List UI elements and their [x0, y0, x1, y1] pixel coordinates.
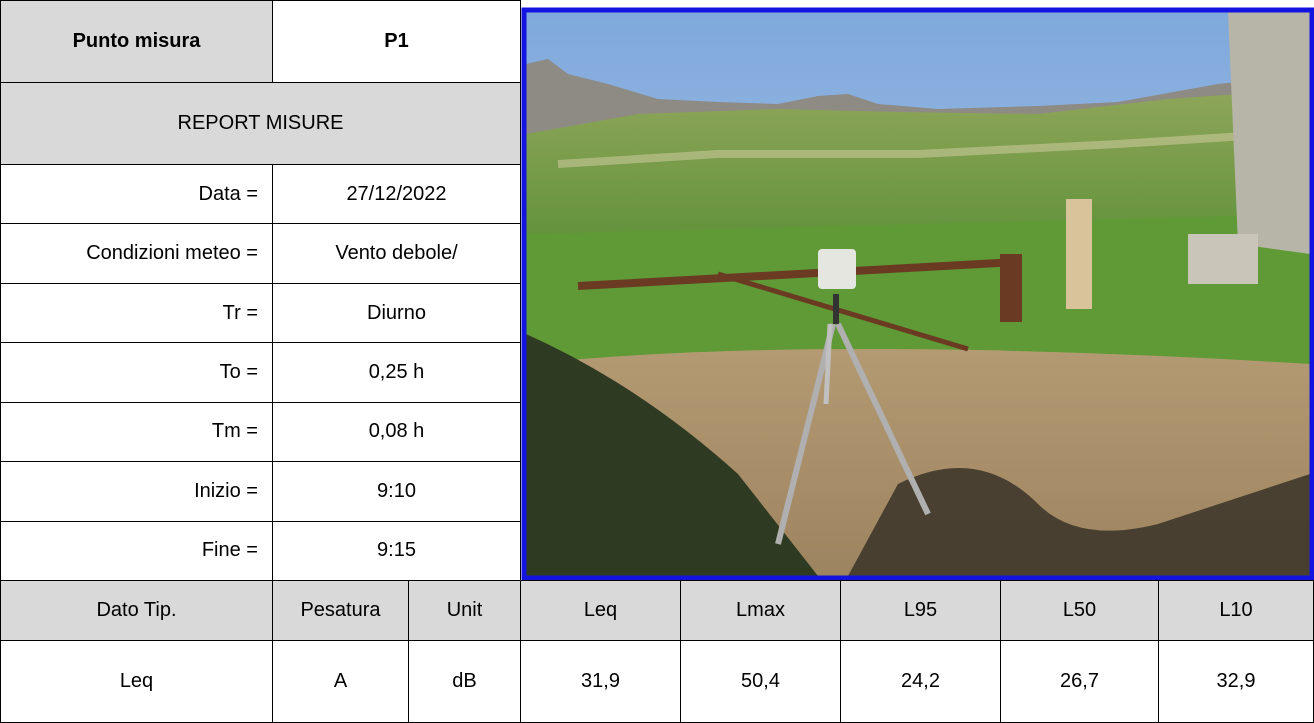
field-value: 0,25 h: [272, 342, 521, 403]
field-label: Tm =: [0, 401, 273, 463]
table-cell: Leq: [0, 640, 273, 723]
field-label: To =: [0, 342, 273, 403]
table-cell: dB: [408, 640, 521, 723]
field-label: Fine =: [0, 520, 273, 581]
report-title: REPORT MISURE: [0, 82, 521, 165]
table-header: Pesatura: [272, 580, 409, 641]
field-label: Inizio =: [0, 461, 273, 522]
field-value: Vento debole/: [272, 223, 521, 284]
table-header: Leq: [520, 580, 681, 641]
field-value: 27/12/2022: [272, 164, 521, 225]
field-value: Diurno: [272, 282, 521, 344]
table-header: L10: [1158, 580, 1314, 641]
table-cell: 24,2: [840, 640, 1001, 723]
field-value: 9:15: [272, 520, 521, 581]
table-header: L95: [840, 580, 1001, 641]
table-header: Unit: [408, 580, 521, 641]
field-value: 0,08 h: [272, 401, 521, 463]
field-label: Tr =: [0, 282, 273, 344]
site-photo: [521, 7, 1314, 581]
table-cell: A: [272, 640, 409, 723]
header-label: Punto misura: [0, 0, 273, 83]
table-header: L50: [1000, 580, 1159, 641]
table-cell: 26,7: [1000, 640, 1159, 723]
table-header: Lmax: [680, 580, 841, 641]
table-header: Dato Tip.: [0, 580, 273, 641]
table-cell: 31,9: [520, 640, 681, 723]
header-value: P1: [272, 0, 521, 83]
field-label: Condizioni meteo =: [0, 223, 273, 284]
field-label: Data =: [0, 164, 273, 225]
field-value: 9:10: [272, 461, 521, 522]
table-cell: 32,9: [1158, 640, 1314, 723]
table-cell: 50,4: [680, 640, 841, 723]
